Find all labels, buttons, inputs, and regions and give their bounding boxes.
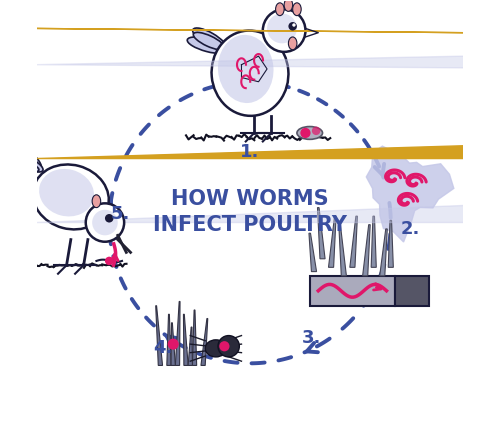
Ellipse shape: [188, 37, 228, 54]
Polygon shape: [188, 327, 192, 366]
Ellipse shape: [92, 195, 100, 208]
Ellipse shape: [218, 35, 274, 103]
Text: HOW WORMS
INFECT POULTRY: HOW WORMS INFECT POULTRY: [153, 189, 347, 235]
Polygon shape: [309, 233, 316, 272]
Polygon shape: [176, 301, 180, 366]
Text: 4.: 4.: [153, 339, 172, 357]
Text: 1.: 1.: [240, 143, 260, 161]
Circle shape: [92, 210, 118, 235]
Polygon shape: [318, 208, 325, 259]
Circle shape: [86, 203, 124, 242]
Polygon shape: [350, 216, 358, 268]
Ellipse shape: [33, 164, 109, 229]
Polygon shape: [328, 216, 336, 268]
Ellipse shape: [276, 3, 284, 16]
Circle shape: [218, 336, 240, 357]
Circle shape: [267, 14, 297, 43]
Polygon shape: [263, 26, 280, 39]
Text: 3.: 3.: [302, 329, 322, 347]
Polygon shape: [156, 306, 162, 366]
Ellipse shape: [284, 0, 292, 12]
FancyBboxPatch shape: [395, 276, 429, 306]
Circle shape: [220, 341, 230, 351]
Polygon shape: [362, 225, 370, 276]
Polygon shape: [201, 318, 208, 366]
Ellipse shape: [292, 3, 301, 16]
Circle shape: [105, 257, 114, 265]
Circle shape: [168, 339, 179, 350]
Polygon shape: [171, 323, 175, 366]
Ellipse shape: [8, 140, 42, 169]
Polygon shape: [380, 229, 388, 276]
Ellipse shape: [205, 340, 227, 357]
Polygon shape: [167, 314, 171, 366]
Polygon shape: [192, 310, 196, 366]
Circle shape: [288, 22, 297, 30]
Polygon shape: [339, 225, 346, 276]
Polygon shape: [371, 216, 376, 268]
Polygon shape: [36, 28, 500, 37]
Ellipse shape: [212, 30, 288, 116]
Circle shape: [105, 214, 114, 223]
Ellipse shape: [297, 127, 322, 140]
Circle shape: [292, 23, 296, 27]
Circle shape: [263, 9, 306, 52]
Ellipse shape: [288, 37, 297, 50]
FancyBboxPatch shape: [310, 276, 395, 306]
Ellipse shape: [39, 169, 94, 217]
Polygon shape: [366, 146, 454, 242]
Ellipse shape: [0, 149, 43, 172]
Polygon shape: [36, 56, 500, 82]
Circle shape: [312, 127, 320, 135]
Polygon shape: [184, 314, 188, 366]
Polygon shape: [36, 197, 500, 223]
Circle shape: [300, 128, 310, 138]
Ellipse shape: [194, 33, 224, 50]
Ellipse shape: [192, 28, 226, 50]
Polygon shape: [388, 220, 394, 268]
Text: 2.: 2.: [400, 220, 419, 238]
Ellipse shape: [2, 160, 39, 172]
Text: 5.: 5.: [110, 205, 130, 223]
Polygon shape: [36, 146, 500, 158]
